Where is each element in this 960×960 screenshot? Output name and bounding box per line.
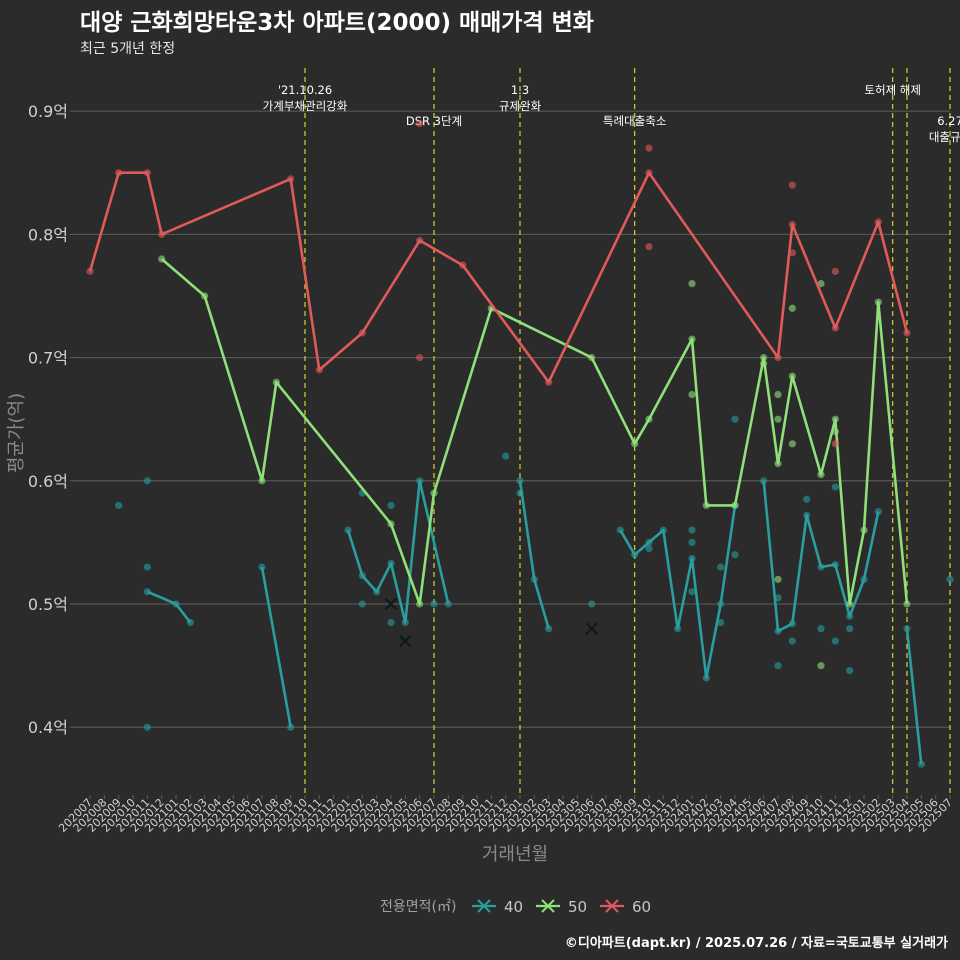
series-50-point: [817, 662, 825, 670]
plot-area: 0.9억0.8억0.7억0.6억0.5억0.4억2020072020082020…: [28, 68, 960, 835]
series-60-point: [416, 353, 424, 362]
series-60-point: [831, 440, 839, 448]
series-40-point: [731, 415, 739, 423]
series-40-line: [762, 480, 880, 633]
series-50-point: [688, 280, 696, 288]
series-40-point: [143, 477, 151, 485]
series-40-point: [588, 600, 596, 608]
series-40-point: [760, 477, 768, 485]
event-annotation: 특례대출축소: [603, 114, 666, 128]
legend-title: 전용면적(㎡): [380, 899, 456, 915]
series-50-point: [903, 600, 911, 608]
series-40-point: [846, 666, 854, 675]
y-tick-label: 0.8억: [28, 225, 68, 244]
series-40-point: [946, 575, 954, 583]
legend-cross-icon: [541, 899, 555, 913]
series-40-point: [903, 625, 911, 633]
event-annotation: DSR 3단계: [406, 114, 462, 128]
series-50-point: [688, 390, 696, 399]
y-tick-label: 0.9억: [28, 102, 68, 121]
series-40-line: [346, 479, 450, 624]
series-60-point: [645, 243, 653, 251]
series-40-point: [115, 501, 123, 510]
legend-label-60: 60: [632, 898, 651, 916]
chart-subtitle: 최근 5개년 한정: [80, 41, 175, 57]
series-40-cross-marker: [585, 622, 598, 635]
legend: 전용면적(㎡) 40 50 60: [380, 898, 651, 916]
series-40-point: [645, 544, 653, 553]
series-40-point: [731, 551, 739, 559]
series-60-point: [416, 119, 424, 128]
legend-label-40: 40: [504, 898, 523, 916]
series-40-line: [619, 505, 737, 680]
series-60-point: [788, 181, 796, 189]
legend-label-50: 50: [568, 898, 587, 916]
event-annotation: 대출규제: [929, 130, 960, 144]
series-40-cross-marker: [384, 597, 398, 611]
series-40-point: [358, 600, 366, 608]
series-50-point: [774, 415, 782, 423]
series-40-point: [846, 625, 854, 633]
series-40-point: [817, 625, 825, 633]
series-40-point: [387, 501, 395, 510]
series-50-point: [788, 304, 796, 312]
y-tick-label: 0.5억: [28, 595, 68, 614]
chart-title: 대양 근화희망타운3차 아파트(2000) 매매가격 변화: [80, 10, 594, 36]
event-annotation: '21.10.26: [278, 83, 332, 97]
series-40-point: [788, 637, 796, 645]
series-40-point: [143, 723, 151, 731]
series-50-point: [774, 390, 782, 399]
series-40-point: [430, 600, 438, 608]
series-50-point: [788, 440, 796, 448]
series-40-point: [688, 526, 696, 534]
event-annotation: 1.3: [511, 83, 529, 97]
event-annotation: 6.27: [937, 114, 960, 128]
y-tick-label: 0.7억: [28, 349, 68, 368]
series-40-line: [518, 480, 550, 630]
legend-cross-icon: [605, 899, 619, 913]
series-40-point: [717, 618, 725, 627]
y-axis-label: 평균가(억): [6, 393, 27, 473]
series-40-point: [444, 600, 452, 608]
series-50-point: [774, 575, 782, 583]
series-50-point: [817, 280, 825, 288]
caption: ©디아파트(dapt.kr) / 2025.07.26 / 자료=국토교통부 실…: [565, 935, 948, 951]
series-40-point: [774, 662, 782, 670]
series-40-point: [803, 495, 811, 503]
series-50-line: [160, 258, 909, 606]
series-40-point: [688, 588, 696, 596]
series-40-point: [717, 563, 725, 571]
series-40-point: [831, 637, 839, 645]
series-40-point: [287, 723, 295, 731]
series-40-point: [688, 538, 696, 546]
x-axis-label: 거래년월: [482, 844, 548, 865]
series-60-point: [645, 144, 653, 152]
event-annotation: 가계부채관리강화: [263, 99, 348, 113]
series-40-point: [143, 563, 151, 571]
y-tick-label: 0.4억: [28, 718, 68, 737]
legend-cross-icon: [477, 899, 491, 913]
series-60-point: [831, 267, 839, 275]
series-40-cross-marker: [399, 634, 412, 648]
series-40-point: [502, 452, 510, 460]
y-tick-label: 0.6억: [28, 472, 68, 491]
series-40-line: [146, 590, 192, 624]
event-annotation: 토허제 해제: [864, 83, 921, 97]
series-40-line: [905, 628, 923, 765]
series-60-line: [88, 171, 909, 384]
series-40-point: [516, 477, 524, 485]
series-40-point: [387, 618, 395, 627]
series-40-point: [831, 483, 839, 491]
event-annotation: 규제완화: [499, 99, 542, 113]
series-40-line: [260, 566, 292, 728]
series-40-point: [874, 507, 882, 516]
